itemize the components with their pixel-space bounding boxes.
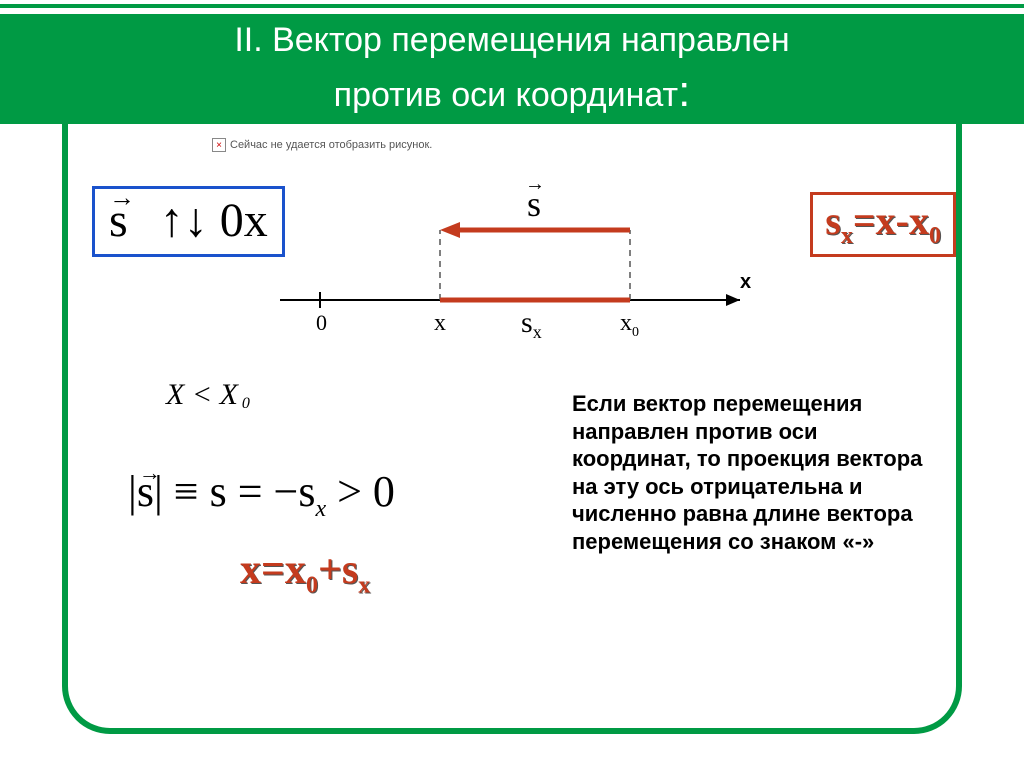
- equation-magnitude: |→s| ≡ s = −sx > 0: [128, 466, 395, 523]
- svg-text:x: x: [434, 310, 446, 336]
- explanation-text: Если вектор перемещения направлен против…: [572, 390, 932, 555]
- equation-x: x=x0+sx: [240, 546, 370, 599]
- svg-text:→: →: [525, 180, 545, 195]
- inequality-x-lt-x0: X < X 0: [166, 378, 250, 413]
- number-line-diagram: 0s→xsxx0x: [280, 180, 760, 350]
- s-antiparallel-box: → s ↑↓ 0х: [92, 186, 285, 257]
- broken-image-icon: ×: [212, 138, 226, 152]
- title: II. Вектор перемещения направлен против …: [0, 14, 1024, 124]
- broken-image-placeholder: × Сейчас не удается отобразить рисунок.: [212, 138, 432, 152]
- svg-text:sx: sx: [521, 306, 542, 342]
- broken-image-text: Сейчас не удается отобразить рисунок.: [230, 139, 432, 151]
- svg-text:x0: x0: [620, 310, 639, 340]
- equation-sx: sx=x-x0: [810, 192, 956, 257]
- svg-text:0: 0: [316, 310, 327, 335]
- title-line-1: II. Вектор перемещения направлен: [234, 18, 789, 62]
- title-line-2: против оси координат:: [334, 63, 691, 120]
- svg-text:x: x: [740, 271, 751, 293]
- title-band-stripe: [0, 4, 1024, 8]
